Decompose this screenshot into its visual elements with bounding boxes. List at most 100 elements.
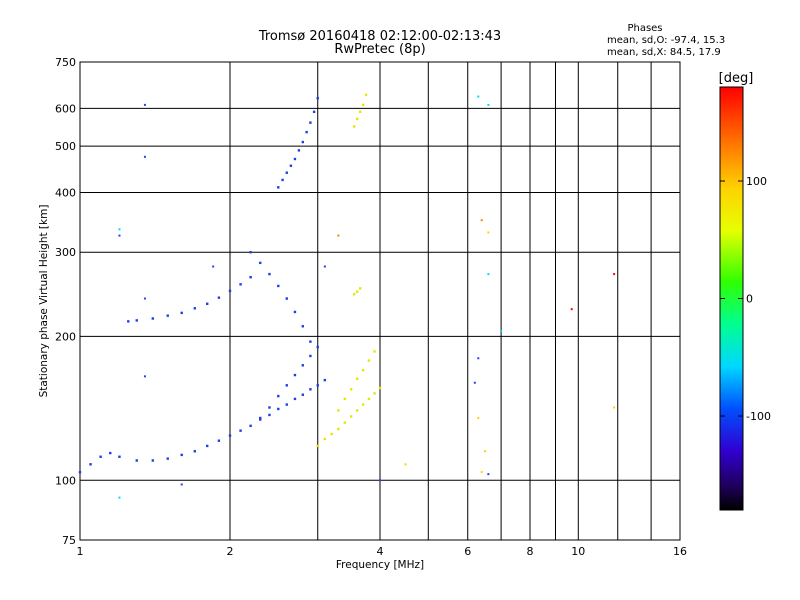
data-point-x	[316, 444, 319, 448]
data-point-o	[309, 388, 312, 391]
data-point-x	[355, 117, 359, 121]
data-point-x	[373, 350, 376, 353]
x-tick-label: 4	[377, 545, 384, 558]
data-point-o	[297, 149, 301, 152]
data-point-o	[118, 455, 121, 458]
data-point-o	[316, 384, 319, 387]
data-point-isolated	[337, 234, 340, 237]
x-axis-ticks: 1 2 4 6 8 10 16	[77, 545, 688, 558]
data-point-o	[193, 450, 197, 453]
data-point-isolated	[180, 483, 183, 486]
colorbar-label: [deg]	[719, 71, 754, 86]
data-point-isolated	[477, 95, 480, 98]
data-point-o	[239, 429, 242, 432]
data-point-o	[228, 289, 232, 293]
data-point-isolated	[379, 479, 381, 482]
data-point-o	[309, 121, 312, 124]
x-axis-label: Frequency [MHz]	[336, 559, 424, 571]
chart-subtitle: RwPretec (8p)	[334, 42, 425, 57]
data-point-x	[367, 397, 371, 401]
x-tick-label: 10	[571, 545, 585, 558]
data-point-isolated	[477, 357, 480, 360]
data-point-isolated	[143, 155, 146, 158]
data-point-o	[268, 413, 271, 417]
data-point-x	[358, 287, 362, 290]
data-point-o	[180, 311, 183, 315]
data-point-o	[268, 272, 271, 276]
data-point-isolated	[500, 330, 503, 333]
data-point-x	[358, 110, 362, 114]
data-point-o	[180, 453, 183, 457]
data-point-x	[361, 103, 365, 107]
data-point-o	[277, 284, 280, 288]
data-point-o	[78, 470, 82, 474]
data-point-o	[285, 297, 288, 300]
y-tick-label: 300	[55, 246, 76, 259]
data-point-o	[135, 319, 138, 322]
data-point-o	[316, 345, 319, 349]
data-point-x	[361, 403, 365, 406]
colorbar-ticks: 100 0 -100	[720, 175, 771, 423]
data-point-o	[259, 261, 262, 265]
x-tick-label: 8	[527, 545, 534, 558]
data-point-isolated	[212, 265, 215, 268]
data-point-isolated	[480, 471, 483, 474]
data-point-x	[364, 93, 368, 97]
data-point-x	[323, 437, 327, 441]
data-point-x	[355, 409, 359, 412]
data-point-isolated	[487, 231, 490, 234]
data-point-isolated	[404, 463, 407, 466]
data-point-x	[343, 397, 347, 401]
data-point-o	[305, 130, 308, 134]
data-point-x	[378, 386, 382, 390]
data-point-o	[109, 451, 112, 455]
data-point-isolated	[480, 219, 483, 222]
data-point-o	[166, 457, 169, 460]
data-point-o	[301, 140, 305, 144]
data-point-x	[349, 415, 353, 418]
data-point-o	[239, 283, 242, 286]
data-point-isolated	[143, 297, 146, 300]
data-point-o	[228, 434, 232, 437]
data-point-o	[217, 296, 221, 299]
data-point-o	[316, 96, 319, 100]
y-tick-label: 100	[55, 474, 76, 487]
data-point-x	[355, 290, 359, 293]
data-point-isolated	[487, 273, 490, 276]
data-point-isolated	[118, 496, 121, 499]
data-point-o	[293, 397, 297, 401]
data-point-x	[367, 359, 371, 362]
data-point-x	[349, 388, 353, 391]
data-point-o	[285, 384, 288, 387]
data-point-x	[352, 125, 356, 128]
data-point-o	[193, 307, 197, 310]
data-point-o	[293, 373, 297, 377]
y-tick-label: 400	[55, 186, 76, 199]
y-axis-ticks: 75 100 200 300 400 500 600 750	[55, 56, 76, 547]
x-tick-label: 6	[464, 545, 471, 558]
data-point-o	[166, 314, 169, 317]
data-point-o	[217, 439, 221, 442]
data-point-o	[301, 364, 305, 367]
data-point-o	[301, 393, 305, 396]
data-point-isolated	[570, 308, 573, 311]
data-point-o	[293, 310, 297, 314]
data-point-isolated	[487, 103, 490, 106]
data-point-o	[259, 418, 262, 421]
data-point-isolated	[323, 265, 326, 268]
data-point-isolated	[613, 273, 616, 276]
y-tick-label: 750	[55, 56, 76, 69]
data-point-isolated	[613, 406, 616, 409]
phase-info-heading: Phases	[627, 23, 662, 34]
data-point-isolated	[143, 375, 146, 378]
data-point-isolated	[118, 228, 121, 231]
data-point-o	[151, 459, 155, 462]
data-point-o	[89, 463, 92, 466]
data-point-o	[309, 354, 312, 358]
phase-info-o: mean, sd,O: -97.4, 15.3	[607, 35, 725, 46]
data-point-x	[373, 392, 376, 395]
data-point-o	[127, 320, 130, 323]
data-point-o	[99, 455, 102, 458]
data-point-o	[285, 171, 288, 174]
data-point-o	[249, 424, 252, 428]
